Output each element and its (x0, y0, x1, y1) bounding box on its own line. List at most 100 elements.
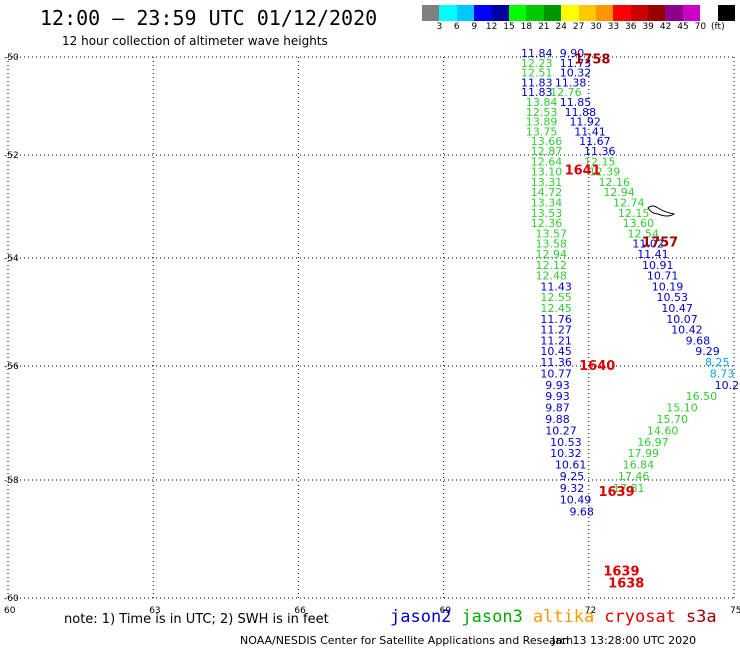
wave-height-value: 12.15 (618, 207, 650, 220)
lon-tick-label: 69 (440, 606, 452, 616)
page-subtitle: 12 hour collection of altimeter wave hei… (62, 34, 328, 48)
wave-height-value: 13.31 (531, 176, 563, 189)
lat-tick-label: -54 (4, 254, 19, 264)
wave-height-value: 8.73 (710, 367, 735, 380)
legend-item-s3a: s3a (685, 607, 717, 627)
colorbar-swatch (630, 5, 649, 21)
pass-time-label: 1638 (608, 576, 644, 591)
lat-tick-label: -52 (4, 151, 19, 161)
satellite-legend: jason2 jason3 altika cryosat s3a (390, 607, 727, 627)
wave-height-value: 10.20 (715, 379, 740, 392)
wave-height-value: 11.73 (560, 57, 592, 70)
wave-height-value: 17.81 (613, 482, 645, 495)
colorbar-label: 36 (625, 22, 637, 32)
colorbar-label: 12 (485, 22, 498, 32)
wave-height-value: 11.27 (540, 324, 572, 337)
wave-height-value: 9.93 (545, 379, 570, 392)
wave-height-value: 9.93 (545, 390, 570, 403)
wave-height-value: 13.66 (531, 135, 563, 148)
wave-height-value: 9.25 (560, 470, 585, 483)
wave-height-value: 12.39 (589, 166, 621, 179)
wave-height-value: 11.43 (540, 280, 572, 293)
wave-height-value: 11.88 (565, 106, 597, 119)
wave-height-value: 10.77 (540, 367, 572, 380)
wave-height-value: 13.10 (531, 166, 563, 179)
wave-height-value: 12.55 (540, 291, 572, 304)
colorbar-label: 39 (642, 22, 654, 32)
colorbar-label: 33 (607, 22, 620, 32)
wave-height-value: 12.87 (531, 145, 563, 158)
colorbar-swatch (422, 5, 440, 21)
colorbar-swatch (508, 5, 527, 21)
pass-time-label: 1640 (579, 359, 615, 374)
wave-height-value: 10.07 (666, 313, 698, 326)
wave-height-value: 10.61 (555, 459, 587, 472)
wave-height-value: 11.21 (540, 334, 572, 347)
wave-height-value: 16.97 (637, 436, 669, 449)
wave-height-value: 10.53 (657, 291, 689, 304)
wave-height-value: 12.76 (550, 86, 582, 99)
data-points: 11.8412.2312.5111.8311.8313.8412.5313.89… (521, 47, 740, 518)
wave-height-value: 12.36 (531, 217, 563, 230)
wave-height-value: 9.68 (686, 334, 711, 347)
wave-height-value: 10.91 (642, 259, 674, 272)
wave-height-value: 12.48 (536, 270, 568, 283)
lat-tick-label: -58 (4, 476, 19, 486)
colorbar-swatch (717, 5, 736, 21)
wave-height-value: 10.71 (647, 270, 679, 283)
wave-height-value: 11.83 (521, 86, 553, 99)
colorbar-swatch (700, 5, 718, 21)
colorbar-label: 45 (677, 22, 689, 32)
wave-height-value: 12.16 (598, 176, 630, 189)
lon-tick-label: 66 (294, 606, 306, 616)
wave-height-value: 12.51 (521, 67, 553, 80)
wave-height-value: 14.72 (531, 186, 563, 199)
colorbar-swatch (526, 5, 544, 21)
wave-height-value: 9.68 (569, 505, 594, 518)
wave-height-value: 9.90 (560, 47, 585, 60)
wave-height-value: 11.41 (574, 125, 606, 138)
wave-height-value: 9.87 (545, 402, 570, 415)
island-outline (647, 205, 676, 217)
wave-height-value: 17.46 (618, 470, 650, 483)
legend-item-cryosat: cryosat (604, 607, 676, 627)
lon-tick-label: 72 (585, 606, 596, 616)
wave-height-value: 11.02 (632, 238, 664, 251)
wave-height-value: 11.84 (521, 47, 553, 60)
wave-height-value: 9.32 (560, 482, 585, 495)
wave-height-value: 10.47 (661, 302, 693, 315)
pass-time-label: 1639 (598, 485, 634, 500)
wave-height-value: 12.15 (584, 155, 616, 168)
lon-tick-label: 75 (730, 606, 740, 616)
pass-time-label: 1758 (574, 52, 610, 67)
wave-height-value: 10.42 (671, 324, 703, 337)
wave-height-value: 10.19 (652, 280, 684, 293)
map-grid (7, 56, 735, 599)
wave-height-value: 13.34 (531, 197, 563, 210)
credit-text: NOAA/NESDIS Center for Satellite Applica… (240, 634, 574, 647)
colorbar-swatch (648, 5, 666, 21)
colorbar-swatch (682, 5, 701, 21)
colorbar-swatch (595, 5, 614, 21)
colorbar-swatch (613, 5, 631, 21)
colorbar-label: 24 (555, 22, 567, 32)
wave-height-value: 9.88 (545, 413, 570, 426)
wave-height-value: 10.32 (560, 67, 592, 80)
colorbar-label: (ft) (711, 22, 725, 32)
wave-height-value: 11.85 (560, 96, 592, 109)
page-title: 12:00 — 23:59 UTC 01/12/2020 (40, 6, 378, 30)
colorbar-swatch (456, 5, 475, 21)
note-text: note: 1) Time is in UTC; 2) SWH is in fe… (64, 612, 329, 627)
wave-height-value: 10.53 (550, 436, 582, 449)
wave-height-value: 13.58 (536, 238, 568, 251)
wave-height-value: 16.84 (623, 459, 655, 472)
wave-height-value: 12.54 (628, 227, 660, 240)
colorbar-label: 21 (538, 22, 550, 32)
wave-height-value: 13.53 (531, 207, 563, 220)
pass-time-label: 1757 (642, 236, 678, 251)
colorbar-label: 18 (520, 22, 533, 32)
wave-height-value: 11.67 (579, 135, 611, 148)
wave-height-value: 12.94 (603, 186, 635, 199)
wave-height-value: 15.10 (666, 402, 698, 415)
